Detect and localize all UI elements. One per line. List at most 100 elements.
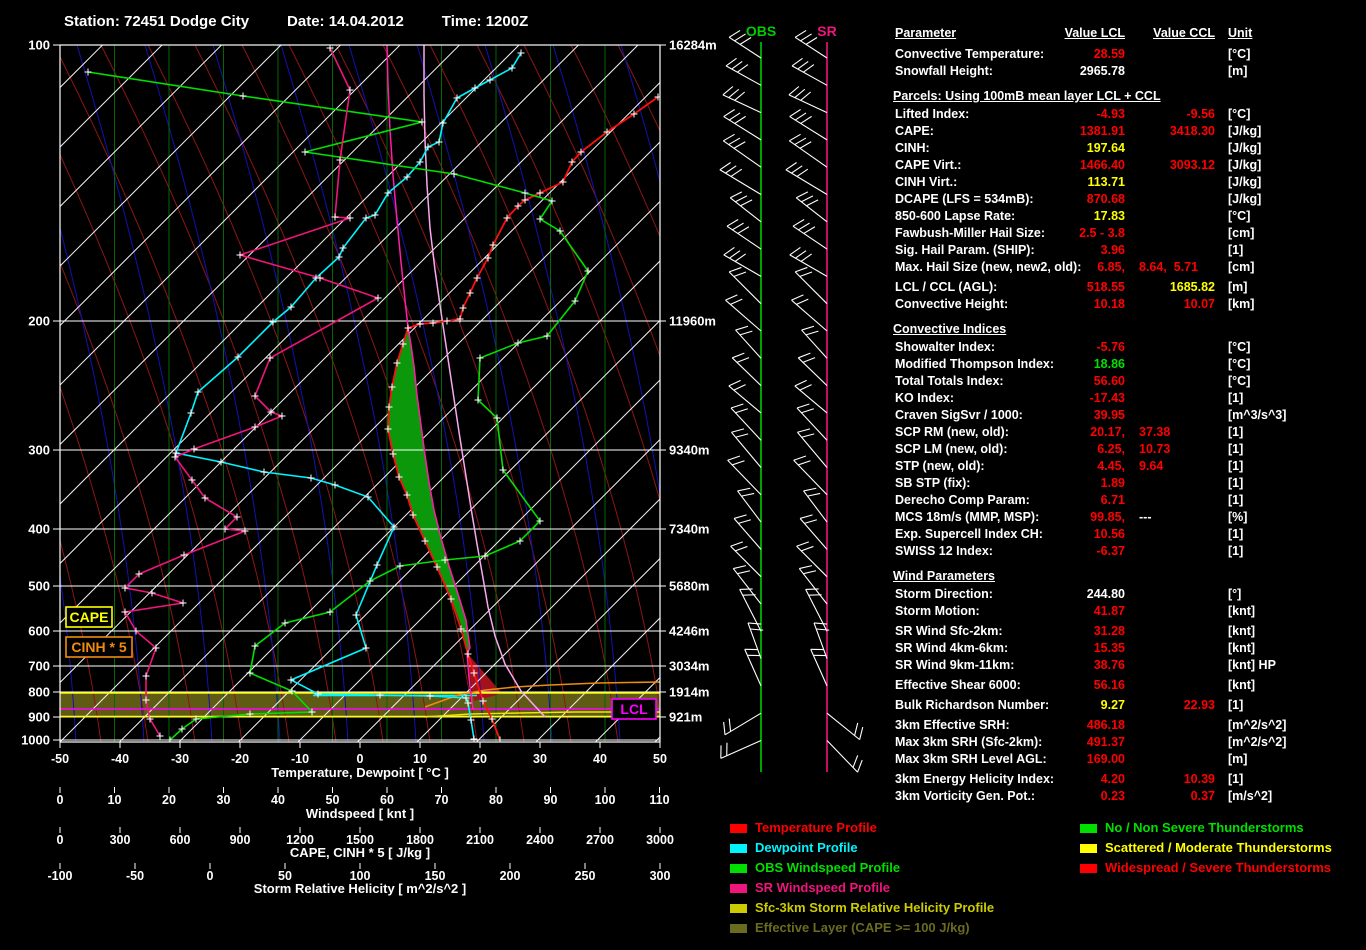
table-row: Max 3km SRH (Sfc-2km):491.37[m^2/s^2] [893, 734, 1365, 751]
axis-label: 0 [57, 833, 64, 847]
legend-label: OBS Windspeed Profile [755, 858, 900, 878]
param-label: Lifted Index: [895, 106, 969, 123]
cape-label: CAPE [70, 609, 109, 625]
param-value-lcl: -5.76 [993, 339, 1125, 356]
axis-label: 40 [593, 752, 607, 766]
virtual-parcel-curve [424, 45, 545, 717]
param-value-lcl: 56.16 [993, 677, 1125, 694]
axis-label: 250 [575, 869, 596, 883]
table-row: Craven SigSvr / 1000:39.95[m^3/s^3] [893, 407, 1365, 424]
param-label: CINH: [895, 140, 930, 157]
table-row: Showalter Index:-5.76[°C] [893, 339, 1365, 356]
param-unit: [°C] [1228, 208, 1250, 225]
table-row: 3km Vorticity Gen. Pot.:0.230.37[m/s^2] [893, 788, 1365, 805]
axis-label: 70 [435, 793, 449, 807]
param-unit: [m] [1228, 63, 1247, 80]
param-value-lcl: -17.43 [993, 390, 1125, 407]
param-unit: [°C] [1228, 106, 1250, 123]
axis-label: 921m [669, 710, 702, 725]
param-value-ccl: 10.07 [1133, 296, 1215, 313]
axis-label: 60 [380, 793, 394, 807]
param-unit: [m] [1228, 279, 1247, 296]
param-value-lcl: 2965.78 [993, 63, 1125, 80]
param-unit: [1] [1228, 242, 1243, 259]
param-value-lcl: 4.45, [993, 458, 1125, 475]
axis-label: 2100 [466, 833, 494, 847]
axis-label: 300 [28, 443, 50, 458]
param-label: SCP LM (new, old): [895, 441, 1008, 458]
param-value-lcl: 169.00 [993, 751, 1125, 768]
obs-wind-column: OBS [720, 23, 776, 772]
param-label: SB STP (fix): [895, 475, 970, 492]
param-value-lcl: 3.96 [993, 242, 1125, 259]
param-value-lcl: -4.93 [993, 106, 1125, 123]
legend-item: Temperature Profile [730, 818, 994, 838]
param-unit: [°C] [1228, 356, 1250, 373]
table-row: SCP LM (new, old):6.25,10.73[1] [893, 441, 1365, 458]
table-row: SR Wind Sfc-2km:31.28[knt] [893, 623, 1365, 640]
bottom-axis-0: -50-40-30-20-1001020304050Temperature, D… [51, 742, 667, 780]
axis-label: -40 [111, 752, 129, 766]
param-unit: [m/s^2] [1228, 788, 1272, 805]
axis-label: 400 [28, 522, 50, 537]
param-value-ccl: 1685.82 [1133, 279, 1215, 296]
param-value-lcl: 491.37 [993, 734, 1125, 751]
legend-swatch [730, 904, 747, 913]
table-row: CAPE Virt.:1466.403093.12[J/kg] [893, 157, 1365, 174]
legend-label: Sfc-3km Storm Relative Helicity Profile [755, 898, 994, 918]
table-row: Storm Direction:244.80[°] [893, 586, 1365, 603]
legend-label: No / Non Severe Thunderstorms [1105, 818, 1304, 838]
param-value-lcl: 18.86 [993, 356, 1125, 373]
param-unit: [knt] [1228, 623, 1255, 640]
table-row: Exp. Supercell Index CH:10.56[1] [893, 526, 1365, 543]
axis-label: 90 [544, 793, 558, 807]
param-value-ccl: 37.38 [1139, 424, 1170, 441]
axis-title: CAPE, CINH * 5 [ J/kg ] [290, 845, 430, 860]
table-row: CAPE:1381.913418.30[J/kg] [893, 123, 1365, 140]
axis-label: 1914m [669, 685, 709, 700]
axis-label: -20 [231, 752, 249, 766]
legend-swatch [1080, 824, 1097, 833]
param-label: CAPE Virt.: [895, 157, 961, 174]
axis-label: 200 [500, 869, 521, 883]
obs-windspeed-profile [88, 72, 588, 740]
axis-label: 100 [595, 793, 616, 807]
axis-label: 80 [489, 793, 503, 807]
param-value-lcl: 41.87 [993, 603, 1125, 620]
table-row: STP (new, old):4.45,9.64[1] [893, 458, 1365, 475]
param-unit: [m^2/s^2] [1228, 717, 1286, 734]
param-unit: [knt] HP [1228, 657, 1276, 674]
cinh-label: CINH * 5 [71, 639, 126, 655]
axis-label: 300 [650, 869, 671, 883]
table-row: Convective Temperature:28.59[°C] [893, 46, 1365, 63]
param-value-lcl: 9.27 [993, 697, 1125, 714]
axis-label: 30 [217, 793, 231, 807]
axis-label: 1000 [21, 733, 50, 748]
bottom-axis-1: 0102030405060708090100110Windspeed [ knt… [57, 787, 670, 821]
axis-label: 600 [170, 833, 191, 847]
param-value-lcl: 6.85, [993, 259, 1125, 276]
legend-item: OBS Windspeed Profile [730, 858, 994, 878]
param-value-ccl: 8.64, 5.71 [1139, 259, 1198, 276]
axis-label: 100 [28, 38, 50, 53]
param-value-lcl: 6.25, [993, 441, 1125, 458]
axis-label: 900 [230, 833, 251, 847]
legend-item: Effective Layer (CAPE >= 100 J/kg) [730, 918, 994, 938]
table-row: Modified Thompson Index:18.86[°C] [893, 356, 1365, 373]
param-label: CAPE: [895, 123, 934, 140]
param-value-lcl: 10.18 [993, 296, 1125, 313]
param-unit: [knt] [1228, 640, 1255, 657]
param-unit: [°C] [1228, 46, 1250, 63]
legend-label: Widespread / Severe Thunderstorms [1105, 858, 1331, 878]
axis-label: 7340m [669, 522, 709, 537]
skewt-chart: CAPECINH * 5LCL1002003004005006007008009… [0, 0, 880, 950]
param-unit: [1] [1228, 771, 1243, 788]
axis-title: Temperature, Dewpoint [ °C ] [271, 765, 449, 780]
param-label: LCL / CCL (AGL): [895, 279, 997, 296]
param-unit: [1] [1228, 543, 1243, 560]
param-value-lcl: 38.76 [993, 657, 1125, 674]
param-label: Storm Direction: [895, 586, 993, 603]
axis-label: 800 [28, 685, 50, 700]
param-unit: [km] [1228, 296, 1254, 313]
legend-item: SR Windspeed Profile [730, 878, 994, 898]
